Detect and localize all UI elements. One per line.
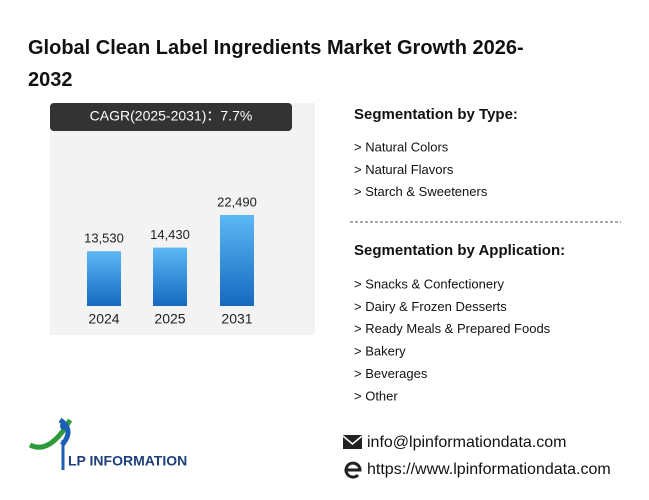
segment-item: > Beverages (354, 366, 428, 381)
title: Global Clean Label Ingredients Market Gr… (28, 37, 524, 91)
x-tick-label: 2024 (88, 311, 119, 327)
bars: 13,530 2024 14,430 2025 22,490 2031 (84, 194, 257, 326)
bar (153, 247, 187, 306)
email-icon (342, 435, 363, 449)
logo-icon (28, 417, 73, 470)
segment-item: > Bakery (354, 344, 406, 359)
segment-item: > Starch & Sweeteners (354, 184, 488, 199)
segment-item: > Other (354, 388, 398, 403)
segment-item: > Natural Colors (354, 139, 449, 154)
x-tick-label: 2031 (221, 311, 252, 327)
web-icon (344, 461, 362, 479)
x-tick-label: 2025 (154, 311, 185, 327)
bar (220, 215, 254, 306)
segment-title: Segmentation by Application: (354, 242, 565, 259)
cagr-label: CAGR(2025-2031)：7.7% (90, 108, 253, 124)
value-label: 13,530 (84, 231, 124, 246)
segment-item: > Dairy & Frozen Desserts (354, 299, 507, 314)
bar (87, 251, 121, 306)
website: https://www.lpinformationdata.com (367, 461, 611, 478)
segment-list: > Natural Colors > Natural Flavors > Starc… (354, 139, 488, 199)
segment-item: > Ready Meals & Prepared Foods (354, 321, 551, 336)
value-label: 14,430 (150, 227, 190, 242)
value-label: 22,490 (217, 194, 257, 209)
segment-title: Segmentation by Type: (354, 106, 518, 123)
segment-list: > Snacks & Confectionery > Dairy & Frozen… (354, 276, 551, 403)
cagr-box (50, 103, 292, 131)
email: info@lpinformationdata.com (367, 434, 566, 451)
logo-text: LP INFORMATION (68, 453, 187, 469)
segment-item: > Natural Flavors (354, 162, 454, 177)
segment-item: > Snacks & Confectionery (354, 276, 504, 291)
